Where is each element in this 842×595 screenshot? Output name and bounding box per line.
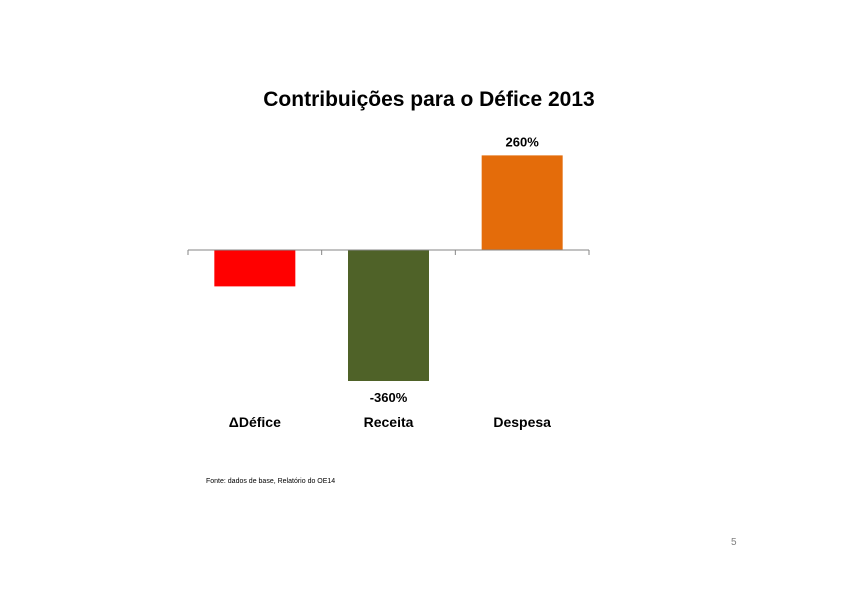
category-label: ΔDéfice	[229, 414, 281, 430]
bar-1	[214, 250, 296, 287]
category-label: Despesa	[493, 414, 551, 430]
bar-3	[481, 155, 563, 250]
page-number: 5	[731, 537, 737, 548]
bar-2	[348, 250, 429, 381]
chart-title: Contribuições para o Défice 2013	[263, 88, 595, 111]
data-label: 260%	[506, 134, 540, 149]
category-label: Receita	[364, 414, 414, 430]
source-note: Fonte: dados de base, Relatório do OE14	[206, 478, 336, 485]
data-label: -360%	[370, 390, 408, 405]
